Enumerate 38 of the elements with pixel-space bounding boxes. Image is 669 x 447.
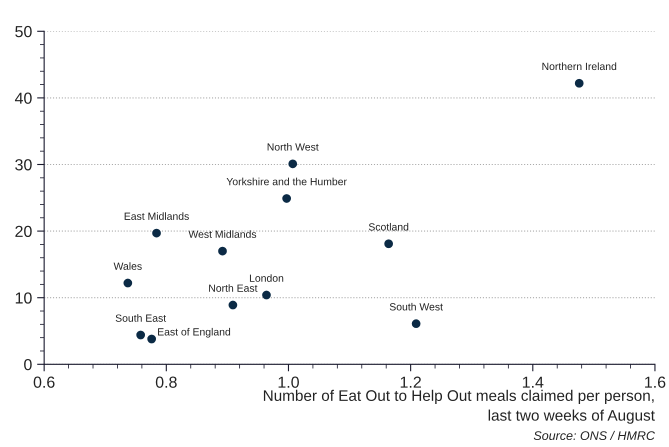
y-tick-label: 10 xyxy=(16,292,32,304)
point xyxy=(152,228,161,238)
annotation: South East xyxy=(116,314,166,322)
point xyxy=(412,319,420,328)
annotation: North West xyxy=(268,143,319,151)
annotation: South West xyxy=(390,302,443,311)
y-tick-label: 20 xyxy=(15,226,32,238)
annotation: Yorkshire and the Humber xyxy=(226,178,347,186)
point xyxy=(384,239,394,248)
x-tick-label: 0.6 xyxy=(34,376,55,388)
y-tick-label: 30 xyxy=(15,159,32,170)
annotation: West Midlands xyxy=(188,230,256,238)
annotation: East of England xyxy=(158,328,230,338)
y-tick-label: 40 xyxy=(14,92,32,104)
point xyxy=(123,278,132,288)
point xyxy=(288,159,298,168)
annotation: East Midlands xyxy=(124,212,189,220)
y-tick-label: 0 xyxy=(24,358,32,370)
y-tick-label: 50 xyxy=(15,26,32,38)
x-tick-label: 0.8 xyxy=(156,376,177,388)
x-tick-label: 1.2 xyxy=(400,376,421,388)
point xyxy=(262,290,271,300)
x-tick-label: 1.4 xyxy=(522,376,544,388)
annotation: North East xyxy=(209,284,258,292)
x-tick-label: 1.6 xyxy=(645,376,666,388)
point xyxy=(136,330,146,340)
annotation: Wales xyxy=(114,262,142,270)
point xyxy=(574,78,584,88)
point xyxy=(228,300,238,310)
point xyxy=(282,194,292,203)
point xyxy=(147,334,156,344)
point xyxy=(218,246,227,256)
annotation: London xyxy=(250,274,284,282)
annotation: Scotland xyxy=(368,222,408,231)
x-axis-title: Number of Eat Out to Help Out meals claimed per person, last two weeks of August xyxy=(264,390,655,424)
source-note: Source: ONS / HMRC xyxy=(534,430,656,440)
x-tick-label: 1.0 xyxy=(278,376,299,388)
annotation: Northern Ireland xyxy=(542,62,616,70)
